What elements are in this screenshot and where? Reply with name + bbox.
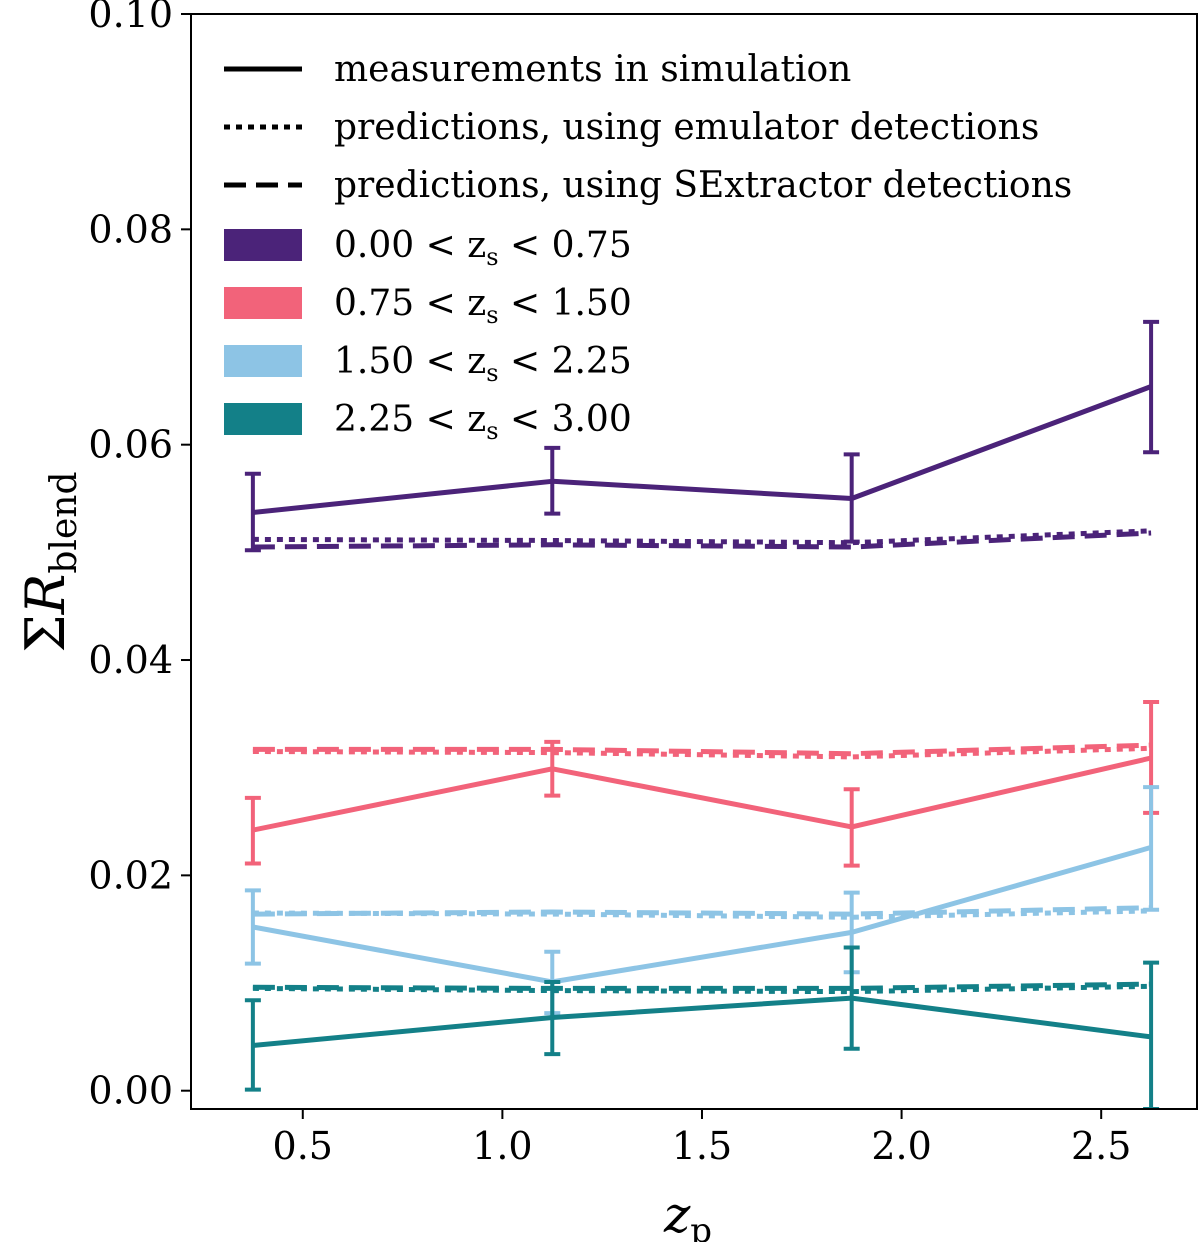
legend-label: predictions, using SExtractor detections bbox=[334, 165, 1072, 206]
x-axis-label-sub: p bbox=[690, 1211, 712, 1242]
y-tick-label: 0.08 bbox=[88, 207, 173, 251]
measurement-line bbox=[252, 384, 1152, 515]
x-tick-label: 2.5 bbox=[1071, 1124, 1131, 1168]
series-1 bbox=[244, 319, 1160, 553]
y-tick-label: 0.10 bbox=[88, 0, 173, 36]
legend-swatch bbox=[224, 287, 302, 319]
prediction-sextractor-line bbox=[252, 530, 1152, 550]
legend-bin-label: 0.00 < zs < 0.75 bbox=[334, 225, 632, 271]
y-axis-label-sigma: Σ bbox=[14, 614, 77, 652]
legend-swatch bbox=[224, 403, 302, 435]
legend: measurements in simulation predictions, u… bbox=[224, 49, 1072, 445]
y-tick-label: 0.06 bbox=[88, 423, 173, 467]
prediction-sextractor-line bbox=[252, 742, 1152, 757]
x-tick-label: 0.5 bbox=[273, 1124, 333, 1168]
y-tick-label: 0.04 bbox=[88, 638, 173, 682]
y-tick-label: 0.00 bbox=[88, 1069, 173, 1113]
series-layer bbox=[244, 319, 1160, 1109]
legend-label: measurements in simulation bbox=[334, 49, 851, 90]
series-2 bbox=[244, 700, 1160, 868]
series-4 bbox=[244, 945, 1160, 1109]
y-axis-label-sub: blend bbox=[44, 472, 85, 574]
legend-bin-label: 2.25 < zs < 3.00 bbox=[334, 399, 632, 445]
x-tick-label: 1.0 bbox=[472, 1124, 532, 1168]
y-axis-label-main: R bbox=[14, 574, 77, 616]
measurement-line bbox=[252, 844, 1152, 985]
prediction-emulator-line bbox=[252, 908, 1152, 920]
legend-bin-label: 0.75 < zs < 1.50 bbox=[334, 283, 632, 329]
prediction-emulator-line bbox=[252, 528, 1152, 546]
series-3 bbox=[244, 785, 1160, 1016]
x-tick-label: 1.5 bbox=[672, 1124, 732, 1168]
measurement-line bbox=[252, 995, 1152, 1048]
y-axis-label: ΣRblend bbox=[14, 472, 85, 653]
axes-layer: 0.5 1.0 1.5 2.0 2.5 0.00 0.02 0.04 0.06 0.08 0.10 bbox=[88, 0, 1131, 1168]
legend-swatch bbox=[224, 345, 302, 377]
x-tick-label: 2.0 bbox=[871, 1124, 931, 1168]
y-tick-label: 0.02 bbox=[88, 853, 173, 897]
prediction-emulator-line bbox=[252, 745, 1152, 760]
prediction-emulator-line bbox=[252, 983, 1152, 995]
measurement-line bbox=[252, 755, 1152, 833]
legend-swatch bbox=[224, 229, 302, 261]
x-axis-label-main: z bbox=[663, 1186, 691, 1242]
legend-bin-label: 1.50 < zs < 2.25 bbox=[334, 341, 632, 387]
legend-label: predictions, using emulator detections bbox=[334, 107, 1039, 148]
plot-frame bbox=[190, 13, 1198, 1110]
x-axis-label: zp bbox=[663, 1186, 712, 1242]
